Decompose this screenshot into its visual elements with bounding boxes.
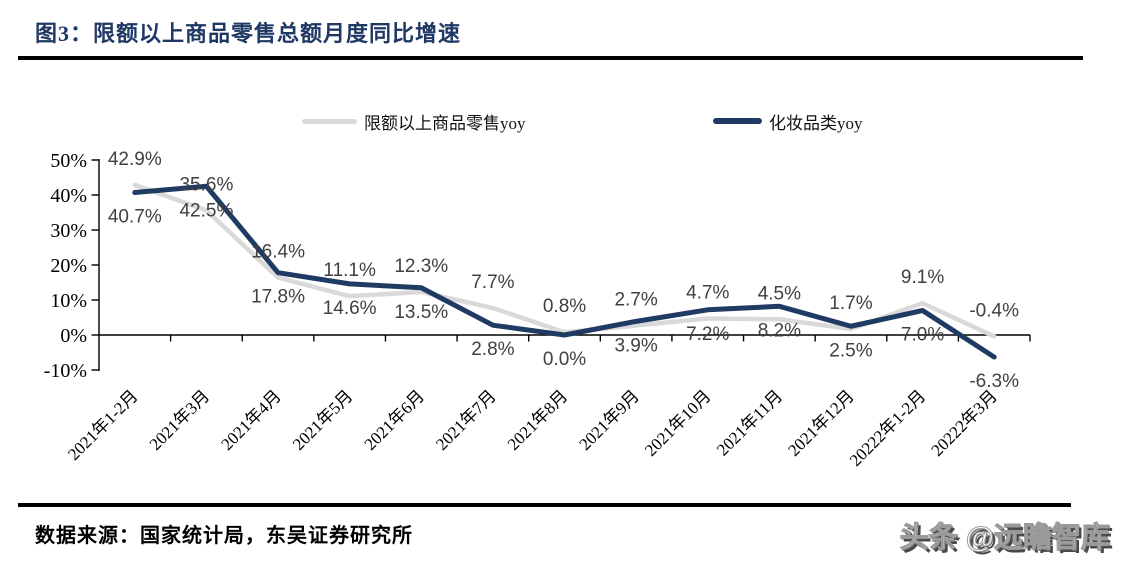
x-axis-category-label: 2021年5月	[289, 386, 357, 454]
data-label-s0: 9.1%	[901, 267, 944, 288]
legend-item-cosmetics-yoy: 化妆品类yoy	[713, 108, 863, 134]
data-label-s0: 4.7%	[686, 283, 729, 304]
y-axis-tick-label: 40%	[50, 185, 87, 207]
y-axis-tick-label: 0%	[60, 325, 87, 347]
y-axis-tick-label: 10%	[50, 290, 87, 312]
data-label-s0: 1.7%	[829, 293, 872, 314]
data-label-s1: -6.3%	[969, 371, 1019, 392]
legend-swatch-cosmetics-yoy	[713, 118, 762, 124]
data-label-s0: 0.8%	[543, 296, 586, 317]
data-label-s0: 12.3%	[394, 256, 448, 277]
figure-title: 图3：限额以上商品零售总额月度同比增速	[35, 21, 462, 46]
x-axis-category-label: 2021年12月	[784, 386, 858, 460]
y-axis-tick-label: 30%	[50, 220, 87, 242]
data-label-s1: 8.2%	[758, 320, 801, 341]
y-axis-tick-label: 20%	[50, 255, 87, 277]
x-axis-category-label: 2021年3月	[146, 386, 214, 454]
series-line-0	[132, 182, 997, 339]
footer-divider	[18, 503, 1071, 507]
data-label-s1: 42.5%	[179, 200, 233, 221]
data-label-s0: 16.4%	[251, 242, 305, 263]
data-label-s0: 11.1%	[323, 260, 376, 281]
y-axis-tick-label: -10%	[44, 360, 87, 382]
data-label-s0: 7.7%	[471, 272, 514, 293]
data-label-s0: 42.9%	[108, 149, 162, 170]
x-axis-category-label: 2021年10月	[641, 386, 715, 460]
data-label-s1: 2.8%	[471, 339, 514, 360]
x-axis-category-label: 2021年7月	[432, 386, 500, 454]
data-label-s0: 2.7%	[614, 290, 657, 311]
watermark: 头条 @远瞻智库	[899, 522, 1110, 555]
data-label-s1: 7.0%	[901, 325, 944, 346]
legend-label-cosmetics-yoy: 化妆品类yoy	[769, 113, 863, 133]
data-label-s1: 7.2%	[686, 324, 729, 345]
data-label-s1: 2.5%	[829, 340, 872, 361]
title-divider	[18, 56, 1083, 60]
data-label-s0: -0.4%	[969, 300, 1019, 321]
y-axis-tick-label: 50%	[50, 150, 87, 172]
data-source: 数据来源：国家统计局，东吴证券研究所	[35, 525, 413, 547]
data-label-s0: 35.6%	[179, 174, 233, 195]
data-label-s1: 14.6%	[323, 298, 377, 319]
legend-swatch-retail-yoy	[302, 118, 357, 124]
x-axis-category-label: 2021年9月	[575, 386, 643, 454]
data-label-s1: 0.0%	[543, 349, 586, 370]
data-label-s0: 4.5%	[758, 283, 801, 304]
data-label-s1: 13.5%	[394, 302, 448, 323]
series-line-1	[132, 183, 997, 360]
data-label-s1: 3.9%	[614, 335, 657, 356]
x-axis-category-label: 2021年1-2月	[64, 386, 142, 464]
x-axis-category-label: 2021年8月	[504, 386, 572, 454]
x-axis-category-label: 20222年3月	[927, 386, 1001, 460]
x-axis-category-label: 2021年6月	[361, 386, 429, 454]
data-label-s1: 17.8%	[251, 287, 305, 308]
x-axis-category-label: 2021年4月	[217, 386, 285, 454]
data-label-s1: 40.7%	[108, 207, 162, 228]
legend-item-retail-yoy: 限额以上商品零售yoy	[302, 108, 526, 134]
x-axis-category-label: 20222年1-2月	[846, 386, 930, 470]
x-axis-category-label: 2021年11月	[713, 386, 786, 459]
legend-label-retail-yoy: 限额以上商品零售yoy	[364, 113, 526, 133]
